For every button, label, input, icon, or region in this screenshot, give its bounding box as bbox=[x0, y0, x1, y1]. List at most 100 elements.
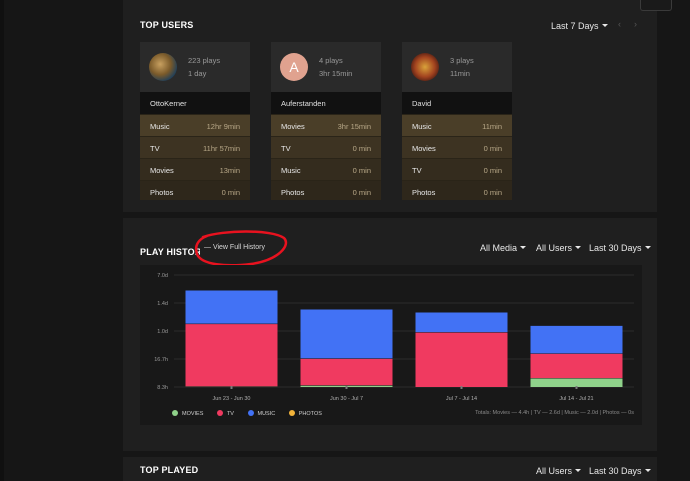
y-tick-label: 16.7h bbox=[154, 357, 168, 363]
user-card-ottokerner[interactable]: 223 plays 1 day OttoKerner Music 12hr 9mi… bbox=[140, 42, 250, 200]
section-divider bbox=[123, 212, 657, 218]
stat-label: TV bbox=[150, 144, 160, 153]
bar-segment-music bbox=[300, 309, 393, 359]
legend-item-movies[interactable]: MOVIES bbox=[172, 410, 203, 417]
user-name: OttoKerner bbox=[150, 99, 187, 108]
avatar: A bbox=[280, 53, 308, 81]
top-played-users-dropdown[interactable]: All Users bbox=[536, 466, 582, 476]
users-filter-dropdown[interactable]: All Users bbox=[536, 243, 582, 253]
view-full-history-link[interactable]: — View Full History bbox=[204, 244, 265, 251]
chevron-down-icon bbox=[520, 246, 527, 249]
stat-label: Music bbox=[281, 166, 301, 175]
user-plays: 4 plays bbox=[319, 56, 343, 65]
stat-value: 11min bbox=[482, 122, 502, 131]
legend-label: TV bbox=[226, 411, 234, 417]
stat-value: 0 min bbox=[221, 188, 240, 197]
bar-segment-movies bbox=[530, 378, 623, 387]
user-card-david[interactable]: 3 plays 11min David Music 11min Movies 0 m… bbox=[402, 42, 512, 200]
stat-label: TV bbox=[281, 144, 291, 153]
stat-row: Photos 0 min bbox=[402, 180, 512, 200]
sidebar-edge bbox=[0, 0, 4, 481]
stat-label: Music bbox=[412, 122, 432, 131]
stat-value: 0 min bbox=[352, 188, 371, 197]
user-name: David bbox=[412, 99, 432, 108]
avatar-letter: A bbox=[289, 59, 299, 75]
prev-page-icon[interactable]: ‹ bbox=[618, 19, 621, 29]
stat-row: Music 11min bbox=[402, 114, 512, 136]
chevron-down-icon bbox=[601, 24, 608, 27]
chevron-down-icon bbox=[575, 246, 582, 249]
x-tick-mark bbox=[460, 386, 463, 389]
user-time: 3hr 15min bbox=[319, 69, 353, 78]
top-played-range-label: Last 30 Days bbox=[589, 466, 642, 476]
top-played-range-dropdown[interactable]: Last 30 Days bbox=[589, 466, 651, 476]
x-tick-label: Jun 30 - Jul 7 bbox=[330, 396, 363, 402]
stat-value: 12hr 9min bbox=[206, 122, 240, 131]
stat-row: Movies 3hr 15min bbox=[271, 114, 381, 136]
stat-row: TV 0 min bbox=[271, 136, 381, 158]
stat-row: Movies 13min bbox=[140, 158, 250, 180]
top-users-range-dropdown[interactable]: Last 7 Days bbox=[551, 21, 608, 31]
user-plays: 223 plays bbox=[188, 56, 221, 65]
legend-item-tv[interactable]: TV bbox=[216, 410, 234, 417]
stat-label: Movies bbox=[150, 166, 174, 175]
user-time: 1 day bbox=[188, 69, 207, 78]
next-page-icon[interactable]: › bbox=[634, 19, 637, 29]
stat-row: Photos 0 min bbox=[140, 180, 250, 200]
stat-value: 0 min bbox=[352, 166, 371, 175]
legend-label: MUSIC bbox=[257, 411, 276, 417]
media-filter-label: All Media bbox=[480, 243, 518, 253]
legend-dot bbox=[288, 410, 295, 416]
range-filter-dropdown[interactable]: Last 30 Days bbox=[589, 243, 651, 253]
stat-value: 13min bbox=[219, 166, 240, 175]
x-tick-label: Jul 14 - Jul 21 bbox=[559, 396, 593, 402]
x-tick-mark bbox=[575, 386, 578, 389]
legend-label: MOVIES bbox=[182, 411, 204, 417]
play-history-totals: Totals: Movies — 4.4h | TV — 2.6d | Musi… bbox=[475, 410, 634, 416]
bar-segment-tv bbox=[530, 353, 623, 379]
stat-row: Music 0 min bbox=[271, 158, 381, 180]
stat-label: Music bbox=[150, 122, 170, 131]
stat-label: Photos bbox=[412, 188, 436, 197]
top-users-range-label: Last 7 Days bbox=[551, 21, 599, 31]
top-users-title: TOP USERS bbox=[140, 20, 194, 30]
stat-value: 0 min bbox=[483, 188, 502, 197]
range-filter-label: Last 30 Days bbox=[589, 243, 642, 253]
x-tick-label: Jun 23 - Jun 30 bbox=[213, 396, 251, 402]
users-filter-label: All Users bbox=[536, 243, 573, 253]
bar-segment-music bbox=[415, 311, 508, 333]
play-history-chart: 7.0d 1.4d 1.0d 16.7h 8.3h Jun 23 - Jun 30 Jun … bbox=[140, 265, 642, 425]
y-tick-label: 1.0d bbox=[157, 329, 168, 335]
media-filter-dropdown[interactable]: All Media bbox=[480, 243, 527, 253]
top-played-users-label: All Users bbox=[536, 466, 573, 476]
x-tick-mark bbox=[345, 386, 348, 389]
stat-value: 0 min bbox=[483, 144, 502, 153]
stat-value: 0 min bbox=[352, 144, 371, 153]
legend-item-music[interactable]: MUSIC bbox=[247, 410, 276, 417]
stat-row: Photos 0 min bbox=[271, 180, 381, 200]
top-played-title: TOP PLAYED bbox=[140, 465, 199, 475]
x-tick-label: Jul 7 - Jul 14 bbox=[446, 396, 477, 402]
legend-dot bbox=[172, 410, 178, 416]
avatar bbox=[411, 53, 439, 81]
legend-item-photos[interactable]: PHOTOS bbox=[288, 410, 322, 417]
stat-label: Movies bbox=[412, 144, 436, 153]
y-tick-label: 8.3h bbox=[157, 385, 168, 391]
corner-button[interactable] bbox=[640, 0, 672, 11]
play-history-title-wrap: PLAY HISTORY bbox=[140, 242, 200, 260]
stat-row: Music 12hr 9min bbox=[140, 114, 250, 136]
user-name-bar: Auferstanden bbox=[271, 92, 381, 114]
user-plays: 3 plays bbox=[450, 56, 474, 65]
stat-label: Photos bbox=[281, 188, 305, 197]
bar-segment-music bbox=[185, 290, 278, 324]
y-tick-label: 1.4d bbox=[157, 301, 168, 307]
play-history-chart-svg: 7.0d 1.4d 1.0d 16.7h 8.3h Jun 23 - Jun 30 Jun … bbox=[154, 273, 634, 402]
section-divider bbox=[123, 451, 657, 457]
user-name-bar: David bbox=[402, 92, 512, 114]
stat-label: Photos bbox=[150, 188, 174, 197]
bar-segment-tv bbox=[185, 323, 278, 387]
user-name: Auferstanden bbox=[281, 99, 326, 108]
legend-dot bbox=[247, 410, 254, 416]
avatar bbox=[149, 53, 177, 81]
user-card-auferstanden[interactable]: A 4 plays 3hr 15min Auferstanden Movies 3… bbox=[271, 42, 381, 200]
